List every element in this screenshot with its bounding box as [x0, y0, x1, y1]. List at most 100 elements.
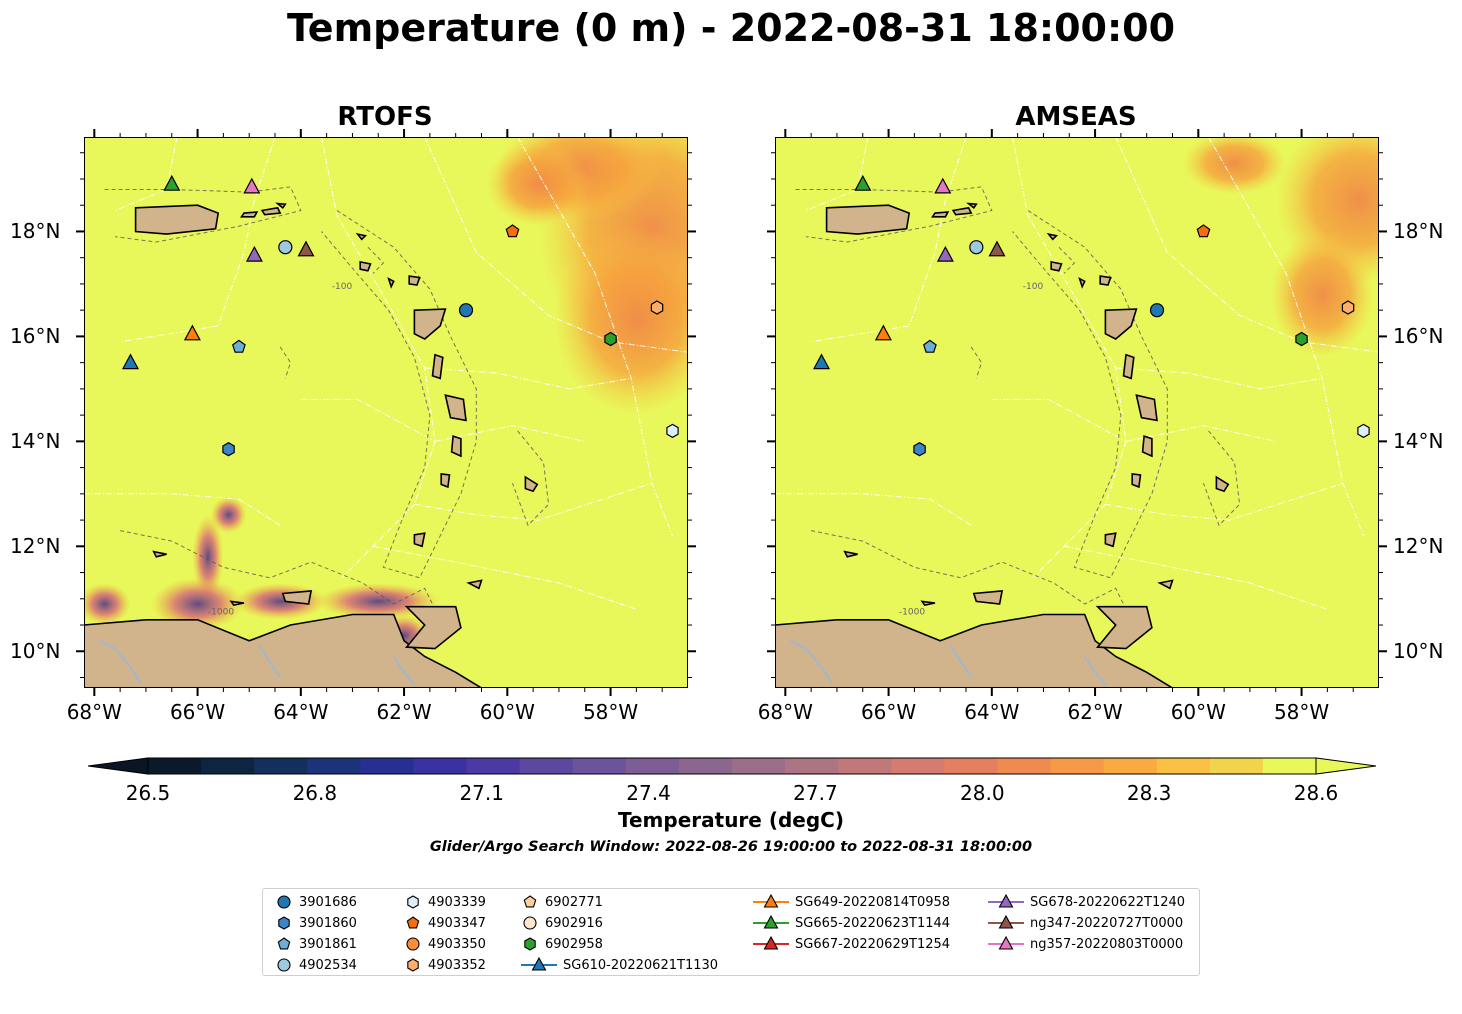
colorbar-tick-label: 28.6	[1293, 781, 1339, 805]
bathymetry-contour	[1012, 210, 1168, 579]
island	[1104, 308, 1138, 340]
island	[229, 600, 245, 606]
legend-marker-icon	[277, 958, 291, 972]
lon-tick-label: 68°W	[757, 700, 813, 724]
marker-sg649-20220814t0958	[183, 324, 201, 341]
lon-tick-label: 58°W	[1273, 700, 1330, 724]
map-frame	[84, 137, 688, 688]
legend-marker-icon	[277, 895, 291, 909]
contour-label: -1000	[899, 608, 925, 618]
marker-sg665-20220623t1144	[854, 174, 872, 191]
legend-marker-icon	[407, 895, 419, 909]
colorbar	[88, 757, 1376, 775]
colorbar-bin	[519, 758, 574, 774]
legend-item: ng357-20220803T0000	[988, 934, 1183, 954]
eez-boundary	[1012, 137, 1127, 579]
lon-tick-label: 68°W	[66, 700, 122, 724]
marker-3901686	[1149, 303, 1165, 318]
legend-item: 4903352	[404, 955, 486, 975]
island	[355, 232, 368, 241]
colorbar-label: Temperature (degC)	[618, 808, 844, 832]
legend-item: 3901861	[275, 934, 357, 954]
colorbar-bin	[678, 758, 733, 774]
contour-label: -100	[332, 282, 353, 292]
legend-marker-icon	[753, 914, 789, 929]
bathymetry-contour	[279, 346, 292, 379]
eez-boundary	[1064, 545, 1328, 610]
colorbar-extend-high	[1315, 757, 1376, 775]
legend-item: 3901860	[275, 913, 357, 933]
legend-item: 6902771	[521, 892, 603, 912]
legend-marker-icon	[277, 937, 291, 950]
colorbar-bin	[413, 758, 468, 774]
colorbar-bin	[944, 758, 998, 774]
marker-4903339	[1357, 423, 1370, 439]
colorbar-bin	[1262, 758, 1317, 774]
colorbar-bin	[891, 758, 945, 774]
warm-sst-region	[486, 142, 590, 227]
legend-item: 4903347	[404, 913, 486, 933]
lon-tick-label: 66°W	[860, 700, 917, 724]
legend-item: 4903339	[404, 892, 486, 912]
island	[450, 435, 462, 458]
colorbar-bin	[625, 758, 680, 774]
legend-marker-icon	[753, 935, 789, 950]
eez-boundary	[424, 137, 688, 353]
marker-4903352	[650, 300, 664, 315]
island	[930, 211, 950, 218]
river	[392, 655, 416, 687]
island	[1104, 532, 1117, 548]
river	[99, 639, 142, 684]
eez-boundary	[434, 425, 585, 442]
colorbar-tick-label: 26.8	[292, 781, 338, 805]
colorbar-tick-label: 28.0	[960, 781, 1005, 805]
lat-tick-label: 18°N	[1393, 219, 1444, 244]
legend-item: SG665-20220623T1144	[753, 913, 950, 933]
colorbar-bin	[572, 758, 627, 774]
river	[790, 639, 833, 684]
bathymetry-contour	[1058, 246, 1076, 274]
island	[1046, 232, 1059, 241]
island	[1141, 435, 1153, 458]
island	[359, 260, 372, 272]
legend-marker-icon	[988, 893, 1024, 908]
colorbar-bin	[466, 758, 521, 774]
island	[260, 206, 282, 216]
map-frame	[775, 137, 1379, 688]
legend-marker-icon	[406, 937, 420, 951]
colorbar-bin	[1156, 758, 1211, 774]
lat-tick-label: 10°N	[1393, 639, 1444, 664]
colorbar-bin	[732, 758, 786, 774]
chart-title: Temperature (0 m) - 2022-08-31 18:00:00	[286, 6, 1176, 50]
marker-6902958	[1295, 331, 1308, 347]
legend-marker-icon	[523, 895, 537, 908]
island	[440, 472, 451, 489]
colorbar-bin	[1050, 758, 1105, 774]
island	[1135, 394, 1158, 422]
island	[1095, 605, 1153, 650]
bathymetry-contour	[120, 530, 446, 631]
eez-boundary	[1125, 425, 1276, 442]
marker-3901861	[231, 339, 246, 353]
marker-sg678-20220622t1240	[245, 245, 263, 262]
island	[444, 394, 467, 422]
contour-label: -100	[1023, 282, 1044, 292]
lat-tick-label: 14°N	[1393, 429, 1444, 454]
eez-boundary	[114, 137, 178, 211]
island	[408, 275, 421, 286]
marker-3901860	[222, 442, 235, 457]
warm-sst-region	[553, 226, 688, 416]
island	[431, 353, 444, 380]
island	[1050, 260, 1063, 272]
island	[1215, 475, 1230, 493]
eez-boundary	[811, 137, 967, 343]
eez-boundary	[775, 493, 972, 526]
marker-sg649-20220814t0958	[874, 324, 892, 341]
marker-ng357-20220803t0000	[934, 177, 952, 194]
legend-label: 6902958	[545, 936, 603, 952]
legend-marker-icon	[524, 937, 536, 951]
island	[966, 202, 978, 209]
colorbar-bin	[1209, 758, 1264, 774]
bathymetry-contour	[367, 246, 385, 274]
